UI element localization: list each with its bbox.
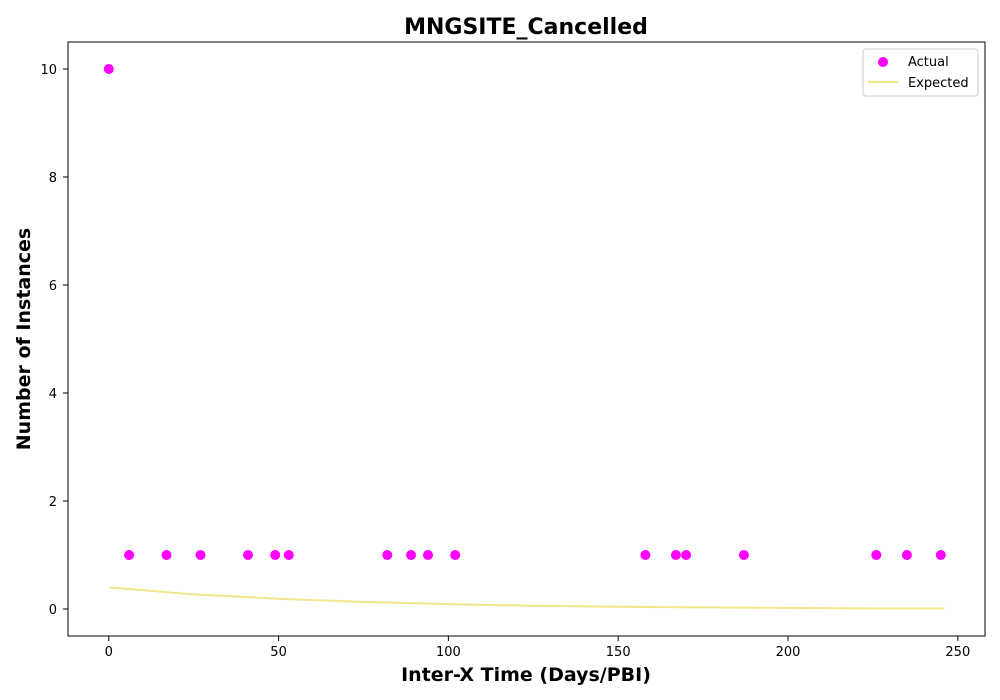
actual-point: [243, 550, 253, 560]
x-tick-label: 0: [105, 645, 113, 660]
x-tick-label: 150: [606, 645, 631, 660]
x-tick-label: 200: [776, 645, 801, 660]
legend-box: [862, 48, 979, 97]
actual-point: [124, 550, 135, 560]
plot-frame: [67, 41, 986, 637]
actual-point: [670, 550, 681, 560]
actual-point: [270, 550, 281, 560]
y-axis-ticks: 0 2 4 6 8 10: [40, 63, 68, 618]
actual-point: [382, 550, 393, 560]
actual-point: [195, 550, 206, 560]
y-axis-label: Number of Instances: [13, 228, 35, 450]
actual-point: [681, 550, 692, 560]
actual-point: [161, 550, 172, 560]
actual-point: [283, 550, 294, 560]
x-axis-ticks: 0 50 100 150 200 250: [105, 636, 970, 660]
actual-point: [103, 64, 114, 74]
x-tick-label: 100: [436, 645, 461, 660]
x-tick-label: 250: [945, 645, 970, 660]
plot-area: 0 50 100 150 200 250 0 2 4 6 8 10: [40, 41, 986, 660]
legend: Actual Expected: [862, 48, 979, 97]
chart-title: MNGSITE_Cancelled: [404, 15, 648, 40]
x-tick-label: 50: [270, 645, 287, 660]
y-tick-label: 10: [40, 63, 57, 78]
x-axis-label: Inter-X Time (Days/PBI): [401, 664, 651, 686]
y-tick-label: 2: [49, 495, 57, 510]
series-layer: [103, 64, 946, 610]
actual-point: [738, 550, 749, 560]
actual-point: [450, 550, 461, 560]
y-tick-label: 4: [49, 387, 57, 402]
y-tick-label: 8: [49, 171, 57, 186]
actual-point: [640, 550, 651, 560]
legend-label-expected: Expected: [908, 76, 969, 91]
y-tick-label: 0: [49, 603, 57, 618]
actual-point: [935, 550, 946, 560]
actual-point: [423, 550, 433, 560]
actual-point: [871, 550, 882, 560]
legend-label-actual: Actual: [908, 55, 949, 70]
actual-point: [901, 550, 912, 560]
legend-marker-actual: [878, 57, 888, 67]
actual-point: [406, 550, 416, 560]
expected-line: [108, 586, 945, 610]
y-tick-label: 6: [49, 279, 57, 294]
